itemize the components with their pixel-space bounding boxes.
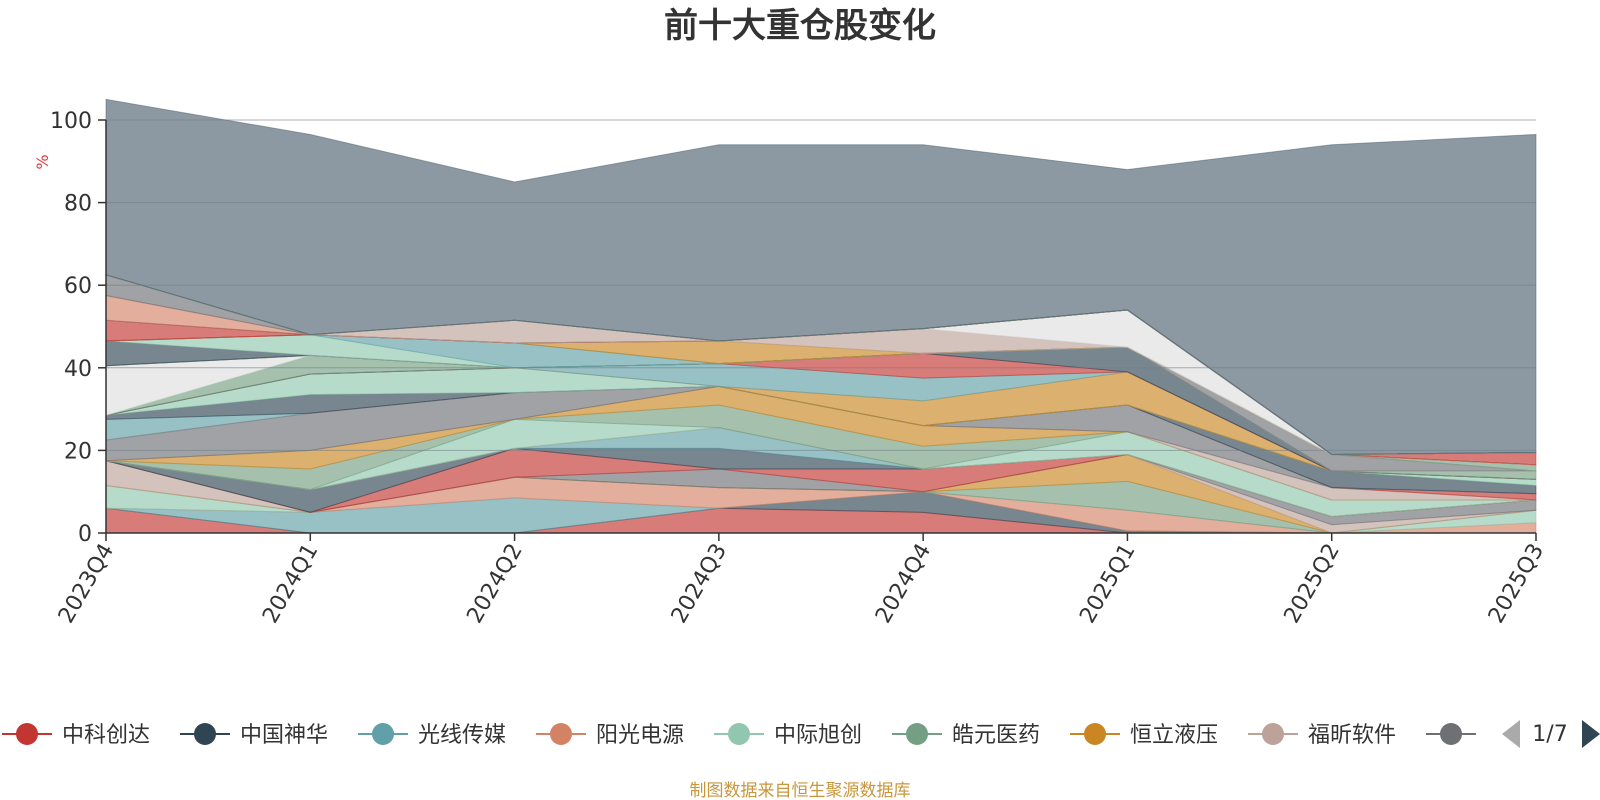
legend-pager: 1/7: [1502, 720, 1600, 748]
y-tick-label: 100: [50, 109, 92, 134]
circle-line-icon: [550, 723, 572, 745]
triangle-left-icon[interactable]: [1502, 720, 1520, 748]
stacked-areas: [105, 98, 1537, 534]
x-tick-label: 2025Q2: [1280, 540, 1345, 628]
circle-line-icon: [1440, 723, 1462, 745]
y-tick-label: 40: [64, 357, 92, 382]
grid-lines: [106, 119, 1536, 451]
legend-label: 光线传媒: [418, 723, 506, 748]
legend-item[interactable]: 光线传媒: [358, 723, 506, 748]
x-tick-label: 2024Q1: [258, 540, 323, 628]
legend-item[interactable]: 中科创达: [2, 723, 150, 748]
y-axis-unit: %: [33, 154, 52, 169]
legend-page-indicator: 1/7: [1532, 722, 1567, 747]
legend-item[interactable]: 中际旭创: [714, 723, 862, 748]
legend-item[interactable]: 恒立液压: [1070, 723, 1218, 748]
x-tick-label: 2024Q2: [462, 540, 527, 628]
legend-item[interactable]: [1426, 723, 1476, 745]
x-tick-label: 2024Q3: [667, 540, 732, 628]
legend-label: 皓元医药: [952, 723, 1040, 748]
y-tick-label: 0: [78, 522, 92, 547]
circle-line-icon: [1084, 723, 1106, 745]
circle-line-icon: [16, 723, 38, 745]
axes: [105, 120, 1536, 534]
legend-item[interactable]: 福昕软件: [1248, 723, 1396, 748]
circle-line-icon: [194, 723, 216, 745]
legend-label: 福昕软件: [1308, 723, 1396, 748]
triangle-right-icon[interactable]: [1582, 720, 1600, 748]
legend-label: 中际旭创: [774, 723, 862, 748]
legend-label: 恒立液压: [1130, 723, 1218, 748]
x-tick-label: 2023Q4: [54, 540, 119, 628]
y-tick-label: 60: [64, 274, 92, 299]
chart-title: 前十大重仓股变化: [664, 6, 936, 46]
circle-line-icon: [1262, 723, 1284, 745]
legend-label: 中国神华: [240, 723, 328, 748]
x-axis-ticks: 2023Q4 2024Q1 2024Q2 2024Q3 2024Q4 2025Q1 2025…: [54, 533, 1549, 628]
circle-line-icon: [906, 723, 928, 745]
area-series-51: [105, 98, 1537, 456]
y-axis-ticks: 0 20 40 60 80 100: [50, 109, 106, 547]
source-note: 制图数据来自恒生聚源数据库: [690, 781, 911, 800]
legend-item[interactable]: 皓元医药: [892, 723, 1040, 748]
legend-item[interactable]: 阳光电源: [536, 723, 684, 748]
x-tick-label: 2025Q1: [1075, 540, 1140, 628]
circle-line-icon: [372, 723, 394, 745]
x-tick-label: 2024Q4: [871, 540, 936, 628]
legend: 中科创达 中国神华 光线传媒 阳光电源 中际旭创 皓元医药 恒立液压 福昕软件 1/7: [2, 720, 1600, 748]
legend-item[interactable]: 中国神华: [180, 723, 328, 748]
legend-label: 阳光电源: [596, 723, 684, 748]
y-tick-label: 20: [64, 439, 92, 464]
circle-line-icon: [728, 723, 750, 745]
y-tick-label: 80: [64, 192, 92, 217]
legend-label: 中科创达: [62, 723, 150, 748]
x-tick-label: 2025Q3: [1484, 540, 1549, 628]
